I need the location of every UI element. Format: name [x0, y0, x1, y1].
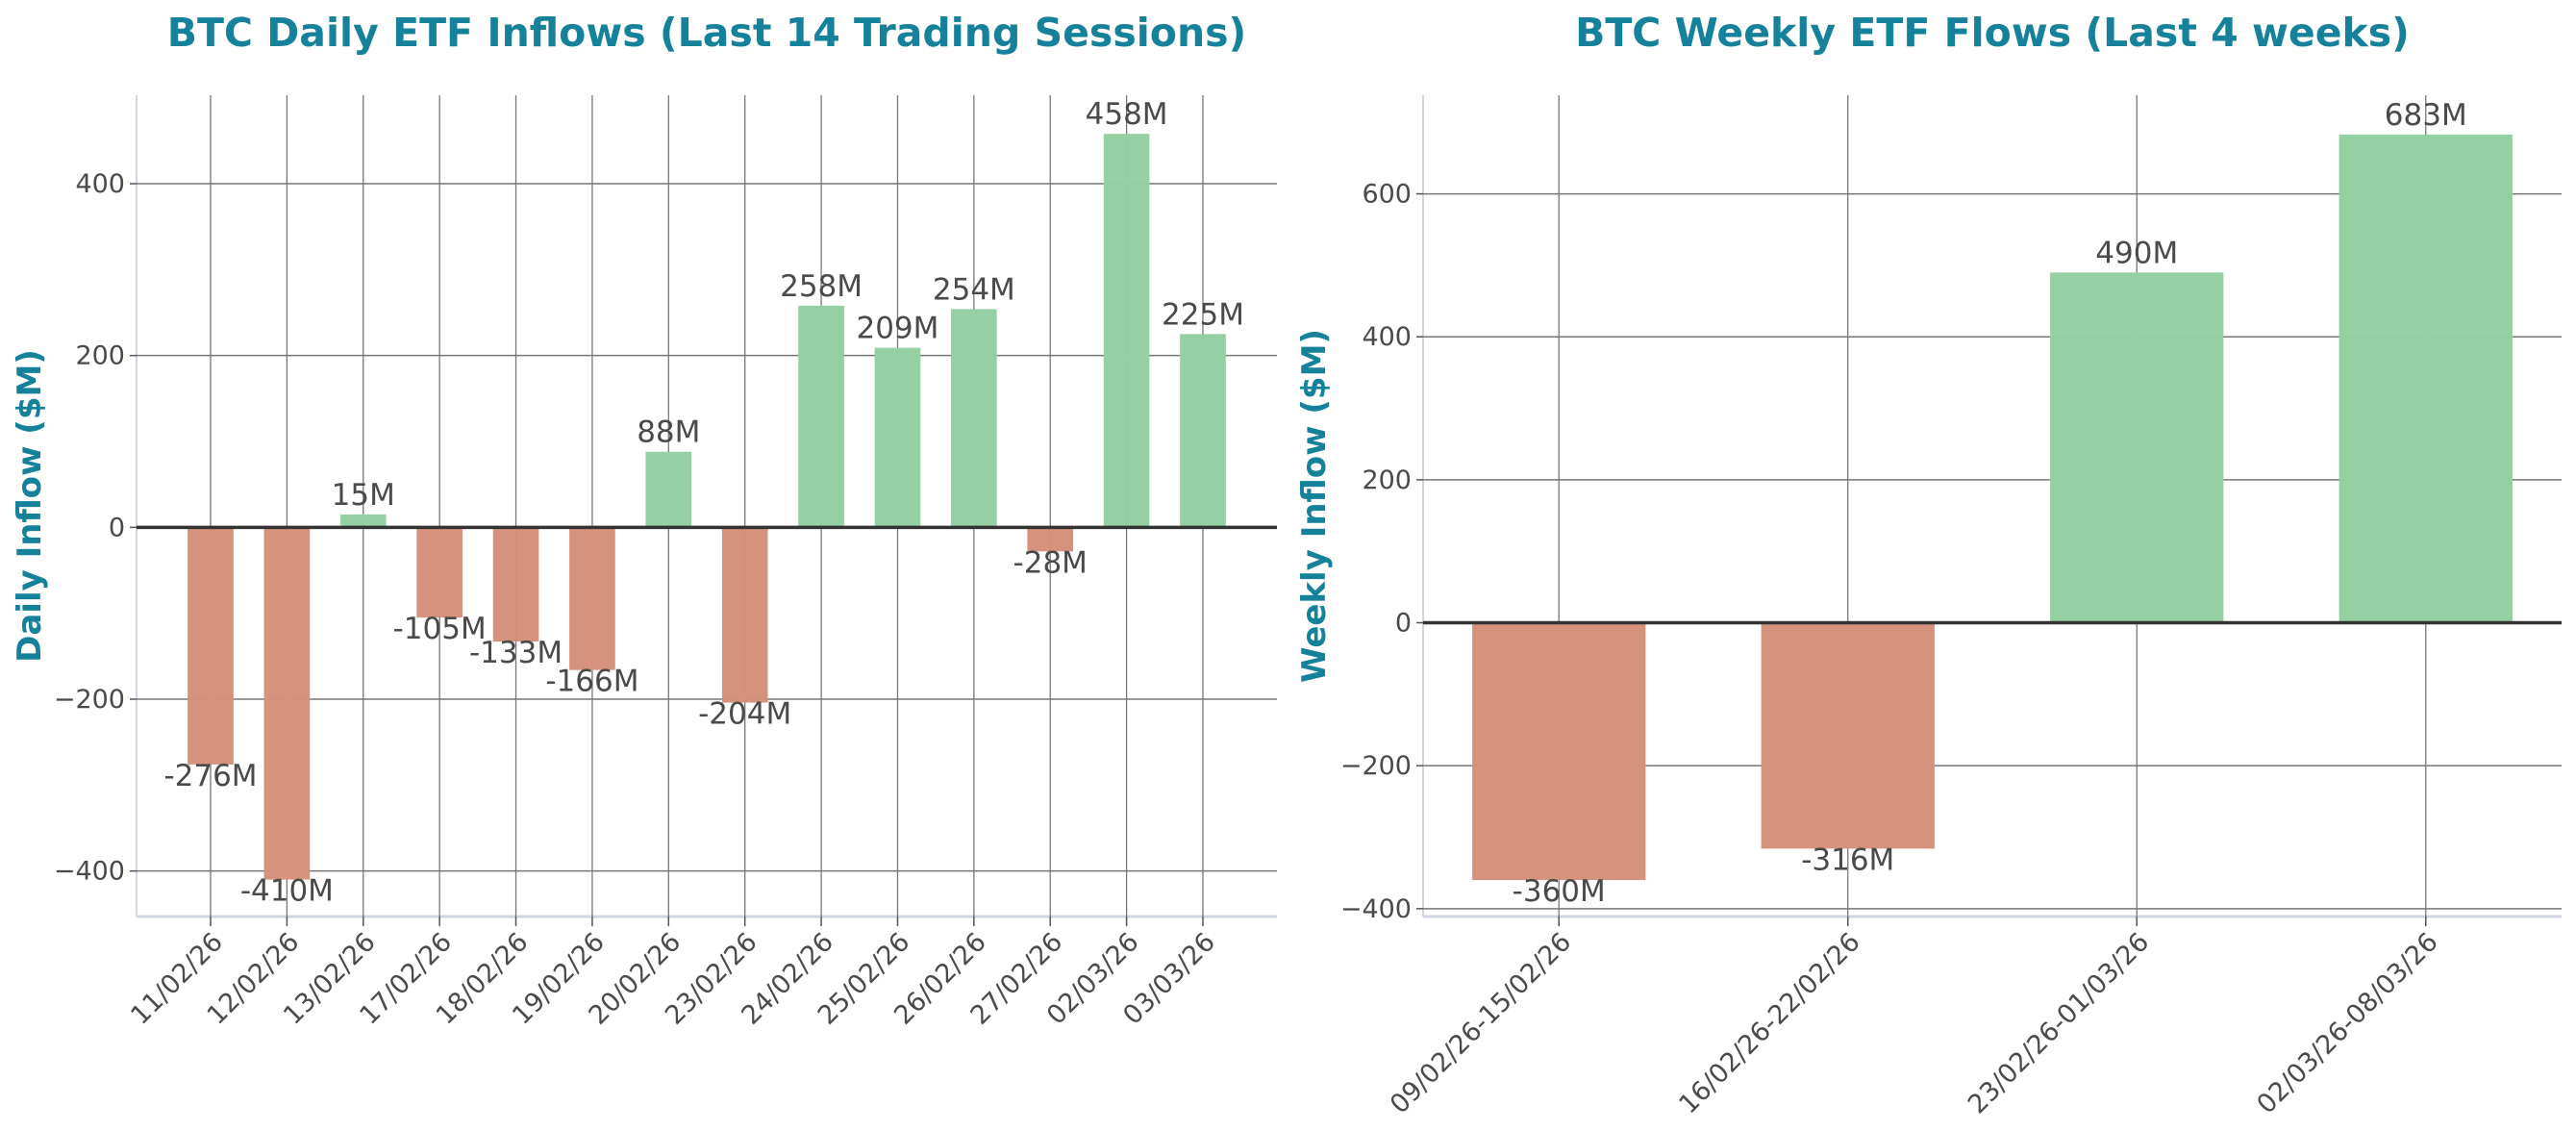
y-tick-label: 600 — [1362, 180, 1412, 210]
bar — [416, 527, 463, 618]
data-label: -360M — [1513, 874, 1606, 909]
chart-title: BTC Weekly ETF Flows (Last 4 weeks) — [1575, 10, 2410, 56]
data-label: 209M — [856, 312, 938, 346]
y-tick-label: 200 — [1362, 465, 1412, 495]
bar — [951, 309, 997, 528]
y-tick-label: 0 — [1395, 609, 1412, 639]
bar — [492, 527, 539, 642]
data-label: 254M — [933, 272, 1015, 307]
bar — [339, 514, 387, 528]
y-tick-label: 400 — [75, 169, 125, 199]
bar — [874, 347, 921, 528]
daily-inflows-chart: BTC Daily ETF Inflows (Last 14 Trading S… — [11, 10, 1277, 1031]
y-tick-label: 0 — [109, 513, 125, 542]
data-label: -166M — [545, 665, 638, 699]
y-tick-label: 200 — [75, 341, 125, 371]
data-label: 15M — [332, 478, 395, 513]
bar — [2338, 134, 2513, 623]
data-label: -276M — [163, 759, 257, 793]
data-label: 458M — [1086, 97, 1168, 132]
data-label: -204M — [698, 697, 791, 732]
data-label: 683M — [2385, 98, 2467, 133]
bar — [263, 527, 311, 880]
bar — [2050, 272, 2224, 623]
y-tick-label: −400 — [54, 857, 125, 887]
data-label: -410M — [240, 874, 334, 909]
bar — [1027, 527, 1074, 552]
x-tick-label: 02/03/26-08/03/26 — [2251, 927, 2443, 1119]
x-tick-label: 23/02/26-01/03/26 — [1963, 927, 2155, 1119]
data-label: -28M — [1013, 545, 1088, 580]
y-axis-label: Weekly Inflow ($M) — [1295, 329, 1334, 683]
x-tick-label: 16/02/26-22/02/26 — [1673, 927, 1865, 1119]
data-label: 258M — [780, 269, 863, 304]
weekly-flows-chart: BTC Weekly ETF Flows (Last 4 weeks) Weekl… — [1295, 10, 2562, 1119]
bar — [1472, 622, 1646, 881]
bar — [1103, 134, 1150, 528]
bar — [1761, 622, 1935, 849]
y-tick-label: −200 — [1340, 751, 1412, 781]
bar — [798, 305, 844, 528]
x-tick-label: 09/02/26-15/02/26 — [1385, 927, 1577, 1119]
bar — [569, 527, 615, 670]
bar — [645, 451, 692, 528]
data-label: -133M — [469, 636, 563, 670]
y-tick-label: 400 — [1362, 322, 1412, 352]
data-label: -316M — [1801, 842, 1894, 877]
data-label: 225M — [1162, 297, 1244, 332]
y-tick-label: −400 — [1340, 894, 1412, 924]
y-axis-label: Daily Inflow ($M) — [11, 349, 49, 663]
y-tick-label: −200 — [54, 685, 125, 715]
bar — [721, 527, 768, 703]
bar — [1180, 334, 1226, 528]
bar — [188, 527, 234, 765]
data-label: -105M — [393, 612, 487, 646]
chart-title: BTC Daily ETF Inflows (Last 14 Trading S… — [167, 10, 1247, 56]
data-label: 88M — [637, 415, 700, 450]
data-label: 490M — [2095, 236, 2178, 270]
